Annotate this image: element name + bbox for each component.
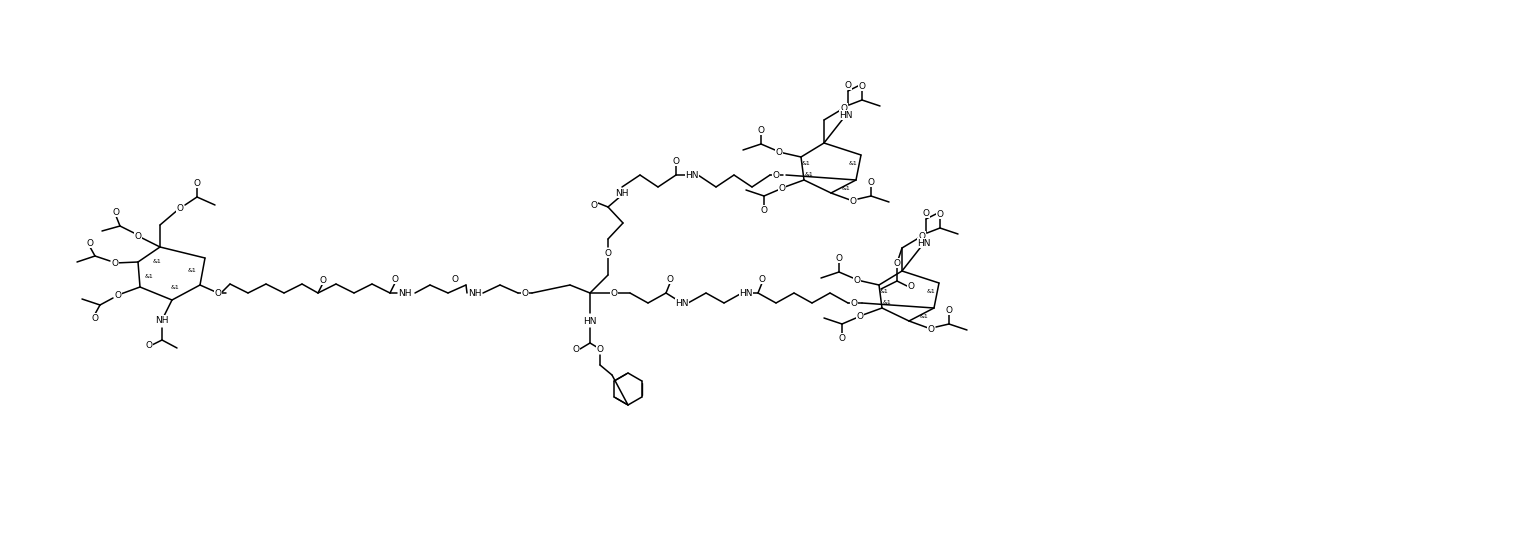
Text: O: O (907, 281, 915, 291)
Text: HN: HN (918, 238, 931, 247)
Text: &1: &1 (801, 160, 810, 165)
Text: O: O (673, 157, 680, 165)
Text: O: O (850, 299, 858, 307)
Text: &1: &1 (849, 160, 858, 165)
Text: O: O (92, 314, 98, 323)
Text: O: O (666, 275, 674, 284)
Text: O: O (452, 275, 458, 284)
Text: O: O (844, 81, 852, 90)
Text: NH: NH (616, 188, 628, 198)
Text: &1: &1 (144, 273, 153, 278)
Text: O: O (605, 248, 611, 257)
Text: O: O (775, 148, 783, 157)
Text: O: O (850, 197, 856, 206)
Text: &1: &1 (153, 258, 161, 263)
Text: O: O (853, 276, 861, 285)
Text: O: O (112, 258, 118, 267)
Text: O: O (596, 344, 604, 354)
Text: O: O (590, 201, 597, 209)
Text: &1: &1 (187, 267, 196, 272)
Text: O: O (772, 170, 780, 179)
Text: O: O (758, 275, 766, 284)
Text: O: O (573, 344, 579, 354)
Text: NH: NH (155, 315, 169, 325)
Text: O: O (320, 276, 326, 285)
Text: HN: HN (840, 110, 853, 120)
Text: NH: NH (398, 289, 412, 297)
Text: O: O (760, 206, 768, 214)
Text: &1: &1 (841, 185, 850, 190)
Text: O: O (893, 258, 901, 267)
Text: O: O (841, 104, 847, 113)
Text: O: O (115, 291, 121, 300)
Text: O: O (856, 311, 864, 320)
Text: &1: &1 (927, 289, 936, 294)
Text: &1: &1 (919, 314, 928, 319)
Text: O: O (521, 289, 529, 297)
Text: O: O (392, 275, 398, 284)
Text: O: O (922, 208, 930, 217)
Text: O: O (835, 253, 843, 262)
Text: O: O (936, 209, 944, 218)
Text: O: O (867, 178, 875, 187)
Text: O: O (86, 238, 93, 247)
Text: &1: &1 (879, 289, 889, 294)
Text: &1: &1 (804, 172, 813, 177)
Text: O: O (757, 125, 764, 134)
Text: HN: HN (685, 170, 699, 179)
Text: O: O (193, 178, 201, 188)
Text: O: O (838, 334, 846, 343)
Text: NH: NH (469, 289, 481, 297)
Text: HN: HN (676, 299, 689, 307)
Text: O: O (927, 325, 935, 334)
Text: O: O (945, 305, 953, 315)
Text: O: O (176, 203, 184, 213)
Text: HN: HN (584, 316, 597, 325)
Text: O: O (135, 232, 141, 241)
Text: O: O (112, 208, 119, 217)
Text: O: O (919, 232, 925, 241)
Text: O: O (214, 289, 222, 297)
Text: O: O (778, 183, 786, 193)
Text: O: O (146, 340, 153, 349)
Text: HN: HN (740, 289, 752, 297)
Text: O: O (858, 81, 866, 90)
Text: &1: &1 (882, 300, 892, 305)
Text: &1: &1 (170, 285, 179, 290)
Text: O: O (610, 289, 617, 297)
